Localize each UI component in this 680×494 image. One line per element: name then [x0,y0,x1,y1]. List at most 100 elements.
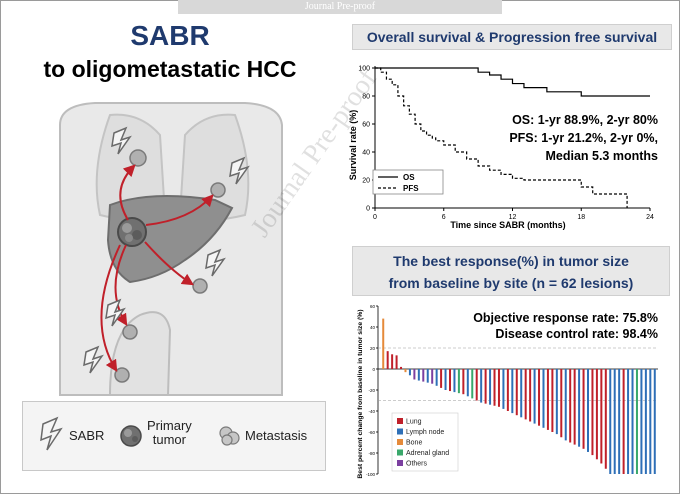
survival-legend-os: OS [403,173,415,182]
waterfall-legend-label: Lung [406,419,422,426]
os-stat: OS: 1-yr 88.9%, 2-yr 80% [512,113,658,127]
legend-primary-tumor-icon [120,425,142,447]
sabr-bolt-1 [111,126,132,155]
waterfall-bar [569,369,572,443]
waterfall-bar [462,369,465,395]
legend-primary-line1: Primary [147,418,192,433]
survival-ytick-label: 100 [358,66,370,73]
waterfall-bar [386,351,389,369]
legend-primary-label: Primary tumor [147,419,192,447]
orr-stat: Objective response rate: 75.8% [473,311,658,325]
waterfall-bar [484,369,487,404]
waterfall-bar [435,369,438,386]
legend-sabr-icon [40,416,63,451]
waterfall-bar [644,369,647,474]
waterfall-bar [551,369,554,432]
waterfall-bar [578,369,581,447]
sabr-bolt-3 [205,248,226,277]
waterfall-legend-label: Bone [406,440,422,447]
median-stat: Median 5.3 months [545,149,658,163]
survival-legend-pfs: PFS [403,184,419,193]
waterfall-bar [413,369,416,380]
waterfall-bar [640,369,643,474]
waterfall-bar [417,369,420,381]
waterfall-bar [502,369,505,409]
waterfall-legend-label: Adrenal gland [406,450,449,457]
waterfall-bar [404,369,407,373]
waterfall-bar [582,369,585,449]
metastasis-lung-left [129,149,147,167]
diagram-legend: SABR Primary tumor Metastasis [22,401,326,471]
waterfall-bar [489,369,492,405]
survival-header: Overall survival & Progression free surv… [352,24,672,50]
waterfall-legend-swatch [397,428,403,435]
waterfall-legend-swatch [397,449,403,456]
waterfall-bar [493,369,496,406]
waterfall-legend-label: Others [406,461,428,468]
metastasis-head [114,367,130,383]
waterfall-bar [529,369,532,422]
waterfall-bar [400,366,403,369]
waterfall-bar [560,369,563,438]
waterfall-bar [382,318,385,369]
waterfall-bar [631,369,634,474]
waterfall-bar [515,369,518,416]
waterfall-ytick-label: 40 [370,325,376,330]
waterfall-bar [600,369,603,464]
sabr-bolt-4 [105,298,126,327]
waterfall-legend-swatch [397,439,403,445]
waterfall-bar [622,369,625,474]
survival-xtick-label: 18 [577,214,585,221]
waterfall-bar [653,369,656,474]
waterfall-bar [453,369,456,393]
dcr-stat: Disease control rate: 98.4% [495,327,658,341]
waterfall-legend-label: Lymph node [406,429,444,436]
waterfall-bar [511,369,514,414]
survival-curve-os [375,67,650,97]
waterfall-bar [475,369,478,401]
waterfall-bar [524,369,527,420]
waterfall-bar [533,369,536,424]
waterfall-bar [426,369,429,383]
survival-ytick-label: 0 [366,206,370,213]
waterfall-bar [471,369,474,399]
waterfall-bar [649,369,652,474]
survival-xtick-label: 0 [373,214,377,221]
waterfall-header-line1: The best response(%) in tumor size [393,253,629,269]
waterfall-ytick-label: 20 [370,346,376,351]
survival-ytick-label: 80 [362,94,370,101]
waterfall-header-line2: from baseline by site (n = 62 lesions) [388,275,634,291]
liver [106,195,234,284]
waterfall-bar [555,369,558,435]
survival-xtick-label: 12 [509,214,517,221]
waterfall-ylabel: Best percent change from baseline in tum… [357,309,364,478]
waterfall-bar [480,369,483,403]
waterfall-legend: Lung Lymph node Bone Adrenal gland Others [391,412,459,472]
survival-ytick-label: 20 [362,178,370,185]
waterfall-bar [618,369,621,474]
waterfall-bar [448,369,452,392]
waterfall-bar [609,369,612,474]
waterfall-bar [604,369,607,469]
waterfall-legend-swatch [397,460,403,466]
waterfall-bar [457,369,460,394]
sabr-bolt-2 [229,156,250,185]
waterfall-bar [506,369,509,411]
waterfall-ytick-label: -80 [368,451,375,456]
primary-tumor [117,217,147,247]
waterfall-bar [573,369,576,445]
waterfall-bar [408,369,411,376]
waterfall-bar [444,369,447,390]
waterfall-ytick-label: -20 [368,388,375,393]
waterfall-bar [497,369,500,407]
waterfall-ytick-label: 0 [372,367,375,372]
waterfall-bar [546,369,549,430]
waterfall-header: The best response(%) in tumor size from … [352,246,670,296]
main-title: SABR [130,20,210,51]
waterfall-bar [440,369,443,388]
waterfall-ytick-label: -100 [366,472,376,477]
waterfall-bar [391,354,394,369]
